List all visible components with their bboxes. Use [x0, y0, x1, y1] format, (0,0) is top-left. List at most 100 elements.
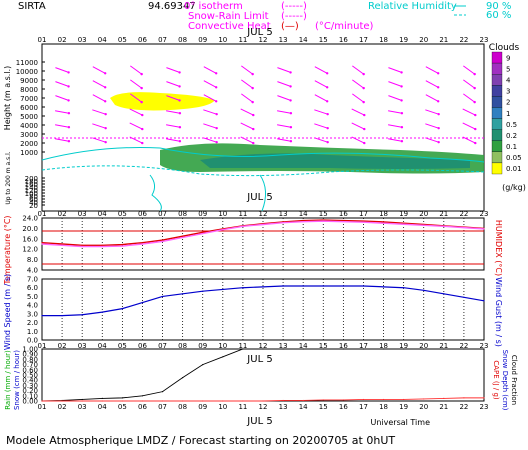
ytick-16.0: 16.0: [22, 235, 38, 243]
temperature-point: [362, 220, 365, 222]
universal-time-label: Universal Time: [370, 418, 430, 427]
temperature-point: [382, 222, 385, 224]
temp-hour-07: 07: [158, 210, 167, 218]
wind-arrow-head: [178, 112, 182, 115]
cloud-hour-19: 19: [399, 36, 408, 44]
wind-hour-13: 13: [279, 342, 288, 350]
wind-arrow-head: [436, 100, 440, 103]
ytick-4.0: 4.0: [27, 302, 38, 310]
cloud-hour-23: 23: [480, 36, 489, 44]
legend-rh: Relative Humidity: [368, 1, 457, 12]
temp-hour-05: 05: [118, 210, 127, 218]
wind-arrow-head: [362, 100, 365, 104]
wind-arrow-head: [363, 113, 366, 117]
wind-point: [382, 286, 385, 288]
wind-point: [202, 290, 204, 292]
temp-ylabel: Temperature (°C): [3, 215, 12, 285]
wind-arrow: [92, 123, 106, 129]
wind-point: [121, 308, 123, 310]
wind-arrow: [388, 95, 402, 101]
colorbar-tick-0.05: 0.05: [506, 154, 522, 162]
cloud-blob-upper: [110, 92, 215, 111]
snowdepth-ylabel: Snow Depth (cm): [501, 350, 509, 411]
temp-series: [41, 219, 485, 248]
rain-ylabel: Rain (mm / hour): [4, 350, 12, 410]
wind-arrow-head: [362, 86, 365, 90]
temp-hour-11: 11: [238, 210, 247, 218]
wind-arrow: [277, 124, 291, 128]
precip-panel: JUL 5 01 02 03 04 05 06 07 08 09 10 11 12 13 14 15 16 17…: [4, 346, 518, 428]
wind-arrow: [166, 67, 180, 73]
wind-arrow: [55, 67, 69, 73]
wind-arrow: [92, 94, 106, 102]
precipitation-point: [182, 400, 184, 402]
wind-arrow-head: [251, 100, 254, 104]
wind-arrow: [277, 138, 291, 142]
cloud-hour-11: 11: [238, 36, 247, 44]
wind-point: [342, 285, 344, 287]
precipitation-point: [242, 348, 244, 350]
cloud-hour-16: 16: [339, 36, 348, 44]
wind-arrow-head: [103, 86, 107, 89]
wind-arrow-head: [251, 86, 254, 90]
wind-point: [61, 315, 63, 317]
cloud-hour-10: 10: [218, 36, 227, 44]
wind-arrow-head: [325, 86, 329, 89]
wind-arrow-head: [215, 126, 218, 130]
precipitation-point: [322, 399, 324, 401]
cloud-ytick-4000: 4000: [20, 122, 38, 130]
colorbar-swatch: [491, 96, 503, 108]
wind-point: [101, 311, 103, 313]
precipitation-point: [302, 348, 304, 350]
wind-arrow-head: [400, 71, 403, 74]
precipitation-point: [121, 400, 123, 402]
wind-hour-18: 18: [379, 342, 388, 350]
cloud-ylabel: Height (m a.s.l.): [3, 66, 12, 131]
temperature-point: [182, 235, 184, 237]
precip-hour-16: 16: [339, 403, 348, 411]
temperature-point: [141, 243, 144, 245]
wind-arrow-head: [252, 113, 255, 117]
temperature-point: [101, 244, 103, 246]
temperature-point: [242, 225, 244, 227]
cloud-hour-21: 21: [439, 36, 448, 44]
colorbar-swatch: [491, 51, 503, 64]
temp-hour-14: 14: [299, 210, 308, 218]
colorbar-tick-5: 5: [506, 65, 510, 73]
wind-arrow-head: [473, 72, 476, 76]
cloud-hour-22: 22: [459, 36, 468, 44]
temperature-point: [322, 220, 324, 222]
wind-arrow: [351, 108, 365, 116]
precipitation-point: [423, 348, 425, 350]
wind-point: [262, 286, 264, 288]
cloud-hour-20: 20: [419, 36, 428, 44]
temperature-point: [302, 220, 304, 222]
wind-hour-23: 23: [480, 342, 489, 350]
temperature-point: [141, 242, 144, 244]
wind-arrow-head: [437, 140, 440, 144]
colorbar-tick-2: 2: [506, 99, 510, 107]
colorbar-tick-4: 4: [506, 77, 511, 85]
wind-arrow-head: [362, 72, 365, 76]
precipitation-point: [101, 397, 103, 399]
wind-arrow-head: [178, 85, 181, 88]
wind-hour-20: 20: [419, 342, 428, 350]
wind-arrow: [130, 65, 142, 75]
wind-arrow: [203, 80, 217, 88]
wind-arrow: [129, 136, 143, 144]
precip-hour-15: 15: [319, 403, 328, 411]
colorbar-tick-0.2: 0.2: [506, 132, 517, 140]
precipitation-point: [382, 348, 385, 350]
precip-date-label-bottom: JUL 5: [246, 416, 272, 427]
precipitation-point: [161, 400, 164, 402]
wind-arrow: [203, 66, 217, 74]
colorbar-tick-0.1: 0.1: [506, 143, 517, 151]
cloudfrac-ylabel: Cloud Fraction: [510, 355, 518, 405]
cloud-ylabel2: Up to 200 m a.s.l.: [5, 151, 12, 204]
cloud-ytick-10000: 10000: [16, 68, 38, 76]
wind-arrow: [166, 138, 180, 142]
cloud-hour-09: 09: [198, 36, 207, 44]
wind-arrow: [352, 79, 364, 89]
cloud-hour-02: 02: [58, 36, 67, 44]
temp-hour-23: 23: [480, 210, 489, 218]
